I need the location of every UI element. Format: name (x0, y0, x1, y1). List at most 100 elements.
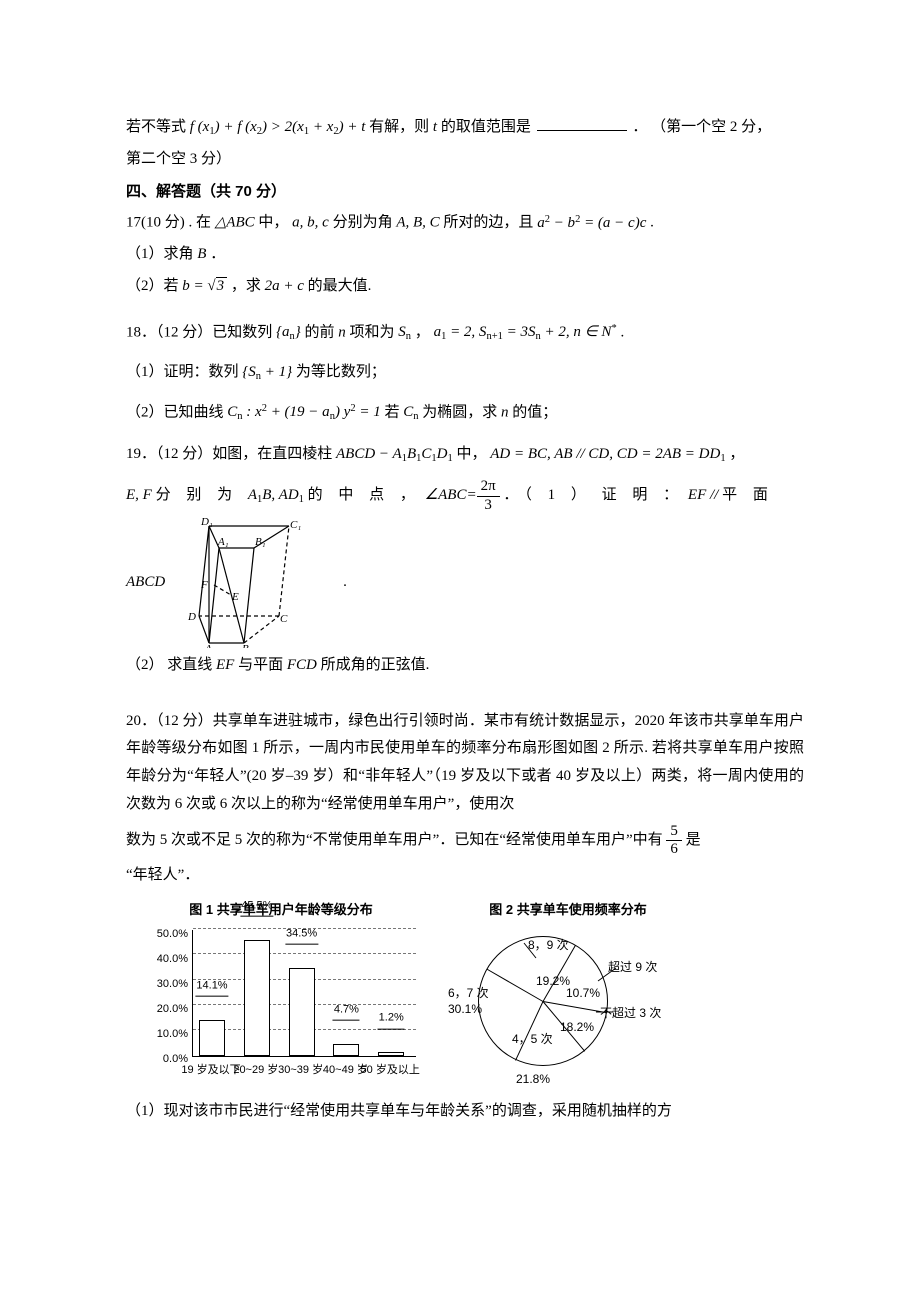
svg-text:B₁: B₁ (255, 536, 266, 548)
A1B-AD1: A1B, AD1 (248, 487, 304, 503)
q19-p2: （2） 求直线 EF 与平面 FCD 所成角的正弦值. (126, 652, 804, 680)
y-tick: 30.0% (146, 974, 188, 994)
q19-line2: E, F 分 别 为 A1B, AD1 的 中 点 ， ∠ABC=2π3 ．（ … (126, 478, 804, 514)
triangle: △ABC (215, 215, 255, 231)
bar (378, 1052, 404, 1056)
svg-text:A: A (204, 643, 212, 648)
text: 是 (686, 832, 701, 848)
period: . (343, 569, 347, 597)
B: B (197, 246, 206, 262)
var-t: t (433, 119, 437, 135)
text: ， (729, 446, 744, 462)
text: 有解，则 (369, 119, 429, 135)
svg-text:E: E (231, 591, 239, 603)
b-eq: b = (182, 278, 203, 294)
text: （2）已知曲线 (126, 404, 224, 420)
q20-body3: “年轻人”． (126, 862, 804, 890)
text: 所对的边，且 (443, 215, 537, 231)
bar-value-label: 4.7% (333, 999, 360, 1020)
EF2: EF (216, 657, 234, 673)
text: 为椭圆，求 (422, 404, 497, 420)
text: 若不等式 (126, 119, 186, 135)
y-tick: 10.0% (146, 1024, 188, 1044)
x-axis-label: 30~39 岁 (278, 1060, 323, 1080)
page: 若不等式 f (x1) + f (x2) > 2(x1 + x2) + t 有解… (0, 0, 920, 1160)
text: 的前 (305, 324, 335, 340)
cond: a1 = 2, Sn+1 = 3Sn + 2, n ∈ N* (434, 324, 617, 340)
pie-leaders (448, 926, 668, 1086)
ABC: A, B, C (396, 215, 439, 231)
bar-value-label: 34.5% (285, 923, 318, 944)
text: 17(10 分) . 在 (126, 215, 211, 231)
Cn-eq: Cn : x2 + (19 − an) y2 = 1 (227, 404, 380, 420)
text: . (650, 215, 654, 231)
text: （1）求角 (126, 246, 197, 262)
text: （2） 求直线 (126, 657, 216, 673)
Cn: Cn (403, 404, 418, 420)
text: （1）证明：数列 (126, 364, 239, 380)
svg-text:C₁: C₁ (290, 519, 301, 531)
q16-tail-line1: 若不等式 f (x1) + f (x2) > 2(x1 + x2) + t 有解… (126, 114, 804, 142)
cond: AD = BC, AB // CD, CD = 2AB = DD1 (490, 446, 725, 462)
svg-text:B: B (242, 643, 249, 648)
bar-value-label: 1.2% (378, 1008, 405, 1029)
section-4-heading: 四、解答题（共 70 分） (126, 178, 804, 206)
y-tick: 40.0% (146, 949, 188, 969)
sqrt3: √3 (207, 277, 227, 294)
x-axis-label: 19 岁及以下 (181, 1060, 240, 1080)
n2: n (501, 404, 512, 420)
pie-chart: 6，7 次 30.1% 8，9 次 19.2% 超过 9 次 10.7% 不超过… (448, 926, 668, 1086)
text: 与平面 (238, 657, 287, 673)
q20-body2: 数为 5 次或不足 5 次的称为“不常使用单车用户”．已知在“经常使用单车用户”… (126, 823, 804, 859)
figure-2-wrap: 图 2 共享单车使用频率分布 6，7 次 30.1% 8，9 次 19.2% 超… (448, 898, 668, 1086)
x-axis-label: 20~29 岁 (233, 1060, 278, 1080)
text: 分 别 为 (156, 487, 248, 503)
text: 为等比数列； (296, 364, 386, 380)
y-tick: 20.0% (146, 999, 188, 1019)
abc: a, b, c (292, 215, 329, 231)
text: 分别为角 (333, 215, 397, 231)
text: 18．（12 分）已知数列 (126, 324, 272, 340)
q18-head: 18．（12 分）已知数列 {an} 的前 n 项和为 Sn ， a1 = 2,… (126, 319, 804, 347)
x-axis-label: 50 岁及以上 (361, 1060, 420, 1080)
ABCD-label: ABCD (126, 569, 165, 597)
q20-figures: 图 1 共享单车用户年龄等级分布 50.0% 40.0% 30.0% 20.0%… (146, 898, 804, 1086)
EF: E, F (126, 487, 152, 503)
n: n (338, 324, 349, 340)
sn1: {Sn + 1} (242, 364, 292, 380)
text: ． （第一个空 2 分， (632, 119, 771, 135)
svg-text:A₁: A₁ (217, 536, 229, 548)
math-ineq: f (x1) + f (x2) > 2(x1 + x2) + t (190, 119, 366, 135)
text: ， (415, 324, 430, 340)
q17-p1: （1）求角 B ． (126, 241, 804, 269)
q18-p2: （2）已知曲线 Cn : x2 + (19 − an) y2 = 1 若 Cn … (126, 399, 804, 427)
text: 数为 5 次或不足 5 次的称为“不常使用单车用户”．已知在“经常使用单车用户”… (126, 832, 663, 848)
bar (199, 1020, 225, 1056)
svg-text:D: D (187, 611, 196, 623)
q20-body1: 20．（12 分）共享单车进驻城市，绿色出行引领时尚．某市有统计数据显示，202… (126, 708, 804, 819)
text: （2）若 (126, 278, 182, 294)
figure-1-wrap: 图 1 共享单车用户年龄等级分布 50.0% 40.0% 30.0% 20.0%… (146, 898, 416, 1081)
Sn: Sn (398, 324, 411, 340)
2a+c: 2a + c (265, 278, 304, 294)
text: 的取值范围是 (441, 119, 531, 135)
blank-fill (537, 115, 627, 131)
prism: ABCD − A1B1C1D1 (336, 446, 453, 462)
q17-head: 17(10 分) . 在 △ABC 中， a, b, c 分别为角 A, B, … (126, 209, 804, 237)
text: 的 中 点 ， (308, 487, 421, 503)
fig1-title: 图 1 共享单车用户年龄等级分布 (146, 898, 416, 922)
EF-parallel: EF // (688, 487, 722, 503)
text: 中， (456, 446, 486, 462)
y-axis: 50.0% 40.0% 30.0% 20.0% 10.0% 0.0% (146, 926, 188, 1061)
text: . (620, 324, 624, 340)
an: {an} (276, 324, 301, 340)
bar-value-label: 14.1% (195, 975, 228, 996)
q19-head: 19．（12 分）如图，在直四棱柱 ABCD − A1B1C1D1 中， AD … (126, 441, 804, 469)
plane-word: 平 面 (722, 487, 774, 503)
text: 项和为 (350, 324, 395, 340)
svg-text:D₁: D₁ (200, 518, 213, 528)
text: 若 (384, 404, 403, 420)
text: 中， (258, 215, 288, 231)
bar (244, 940, 270, 1056)
text: 的值； (512, 404, 557, 420)
